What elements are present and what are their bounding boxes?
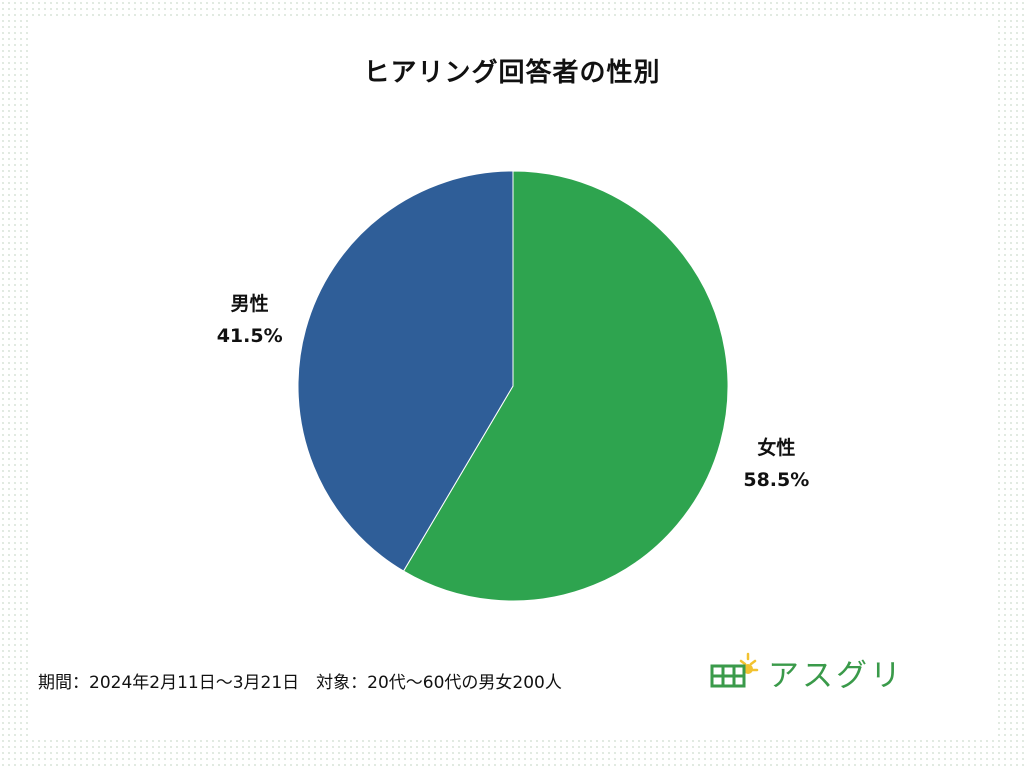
pie-slices (297, 170, 729, 602)
slice-label-0: 女性 (757, 436, 795, 459)
pie-slice-0 (402, 170, 729, 602)
slice-label-1: 男性 (231, 292, 269, 315)
logo-wordmark: アスグリ (768, 657, 904, 694)
survey-period-note: 期間：2024年2月11日～3月21日 対象：20代～60代の男女200人 (38, 673, 562, 693)
chart-title: ヒアリング回答者の性別 (363, 58, 661, 88)
slice-value-label-0: 58.5% (743, 469, 809, 491)
slice-value-label-1: 41.5% (217, 325, 283, 347)
brand-logo: アスグリ (708, 650, 904, 694)
pie-slice-1 (297, 170, 514, 572)
pie-labels: 女性 58.5% 男性 41.5% (217, 292, 810, 491)
solar-panel-sun-icon (710, 652, 759, 688)
